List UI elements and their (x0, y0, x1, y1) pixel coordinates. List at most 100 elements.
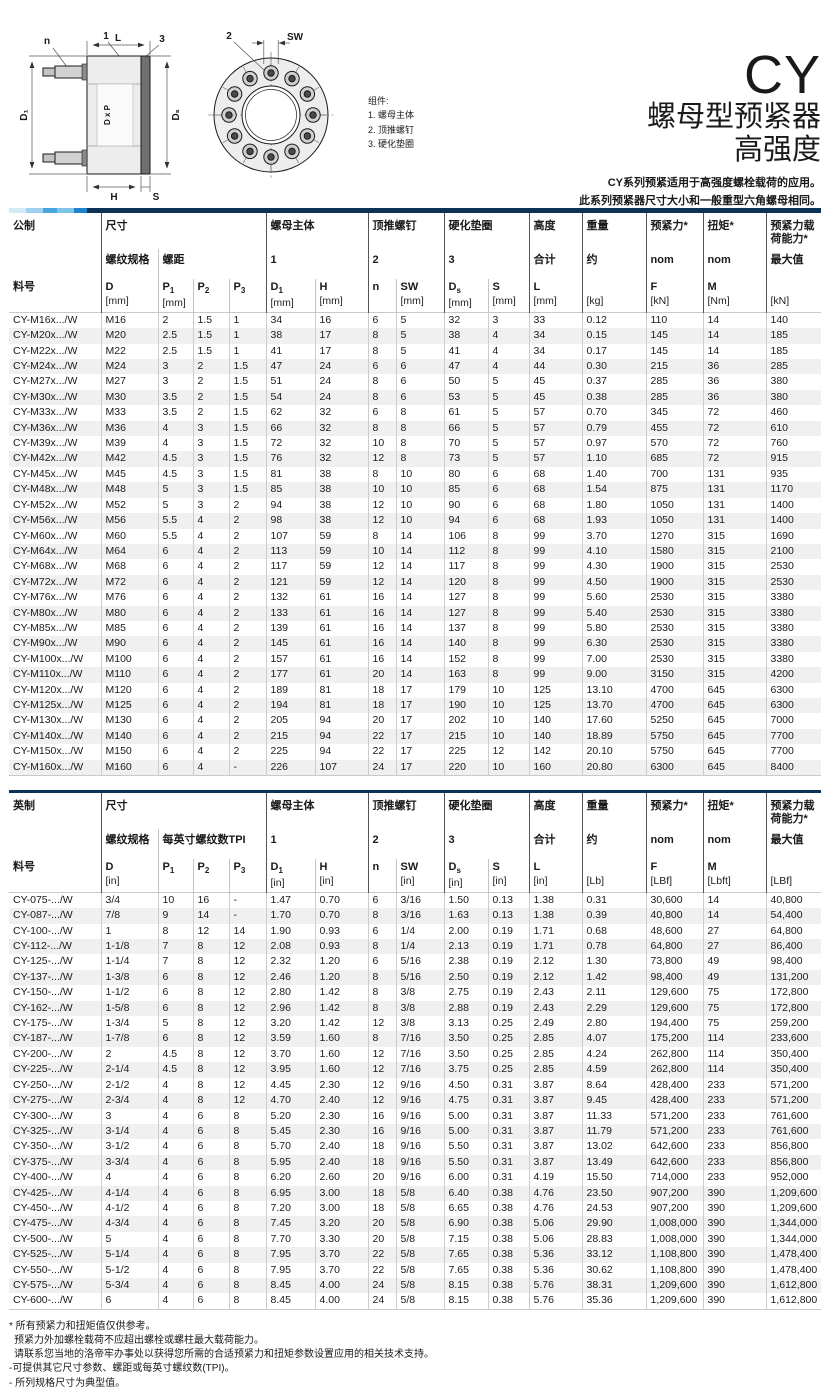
table-cell: 3/4 (100, 892, 158, 909)
table-cell: 4.19 (528, 1170, 582, 1186)
table-cell: 1-3/4 (100, 1016, 158, 1032)
column-header: S [in] (487, 858, 529, 893)
table-cell: 179 (443, 682, 488, 698)
table-cell: 315 (702, 636, 766, 652)
table-cell: 1/4 (395, 923, 444, 940)
table-cell: 194,400 (645, 1016, 703, 1032)
subgroup-header-row: 螺纹规格 每英寸螺纹数TPI 1 2 3 合计 约 nom nom 最大值 (9, 828, 821, 859)
table-cell: 2.96 (265, 1000, 315, 1017)
table-cell: 2530 (645, 636, 703, 652)
table-cell: 8 (228, 1216, 266, 1232)
table-cell: 131 (702, 466, 766, 483)
table-cell: 66 (265, 420, 315, 437)
table-cell: 99 (528, 667, 582, 683)
subgroup-header: 每英寸螺纹数TPI (157, 828, 266, 859)
table-cell: 8 (367, 374, 396, 390)
table-cell: 455 (645, 420, 703, 437)
table-cell: 3 (157, 374, 193, 390)
table-cell: 14 (395, 605, 444, 621)
bolt-tick (295, 158, 300, 164)
table-cell: 0.31 (581, 892, 646, 909)
table-cell: 1.70 (265, 908, 315, 924)
table-cell: 17 (314, 328, 368, 344)
table-cell: 642,600 (645, 1139, 703, 1155)
table-cell: 28.83 (581, 1231, 646, 1248)
table-cell: 22 (367, 744, 396, 760)
table-row: CY-M56x.../W M56 5.5 4 2 98 38 12 10 94 6 68 1.93 105… (9, 513, 821, 529)
table-cell: 2-3/4 (100, 1093, 158, 1109)
table-cell: 8 (487, 543, 529, 560)
bolt-tick (295, 66, 300, 72)
table-cell: 8 (367, 389, 396, 406)
table-cell: CY-475-.../W (13, 1217, 73, 1230)
table-cell: CY-M100x.../W (13, 652, 84, 665)
table-cell: 40,800 (765, 892, 821, 909)
table-cell: 2530 (645, 651, 703, 668)
table-cell: 3.50 (443, 1046, 488, 1063)
table-cell: 6 (157, 744, 193, 760)
table-cell: 2.75 (443, 985, 488, 1001)
group-header: 英制 (13, 800, 35, 812)
table-cell: 44 (528, 359, 582, 375)
table-cell: 107 (265, 528, 315, 544)
table-cell: 8 (228, 1231, 266, 1248)
table-cell: CY-M16x.../W (13, 313, 78, 326)
table-cell: 4 (487, 343, 529, 360)
table-cell: 2.08 (265, 939, 315, 955)
table-cell: M150 (100, 744, 158, 760)
table-cell: 5.45 (265, 1123, 315, 1140)
table-cell: M140 (100, 728, 158, 745)
jackbolt-socket (267, 153, 275, 161)
table-cell: 142 (528, 744, 582, 760)
table-cell: 14 (702, 328, 766, 344)
table-row: CY-M100x.../W M100 6 4 2 157 61 16 14 152 8 99 7.00 2… (9, 651, 821, 668)
footnote-line: * 所有预紧力和扭矩值仅供参考。 (9, 1320, 156, 1332)
table-cell: 645 (702, 759, 766, 776)
subgroup-header-row: 螺纹规格 螺距 1 2 3 合计 约 nom nom 最大值 (9, 248, 821, 279)
group-header: 螺母主体 (265, 793, 368, 829)
table-cell: 8 (367, 1031, 396, 1047)
table-cell: 1-3/8 (100, 969, 158, 986)
table-cell: CY-M110x.../W (13, 668, 83, 681)
table-cell: CY-M60x.../W (13, 529, 78, 542)
table-cell: 9/16 (395, 1093, 444, 1109)
column-header: 料号 (13, 280, 35, 293)
table-cell: 4 (157, 1231, 193, 1248)
table-cell: M100 (100, 651, 158, 668)
table-cell: 4.5 (157, 466, 193, 483)
table-cell: CY-450-.../W (13, 1201, 73, 1214)
table-cell: 99 (528, 605, 582, 621)
table-cell: 4 (192, 543, 229, 560)
table-cell: 2530 (765, 574, 821, 591)
table-cell: 10 (487, 682, 529, 698)
table-cell: 215 (645, 359, 703, 375)
table-cell: 1,008,000 (645, 1216, 703, 1232)
table-cell: 0.31 (487, 1077, 529, 1094)
table-row: CY-225-.../W 2-1/4 4.5 8 12 3.95 1.60 12 7/16 3.7… (9, 1062, 821, 1078)
group-header: 高度 (528, 793, 582, 829)
table-row: CY-M72x.../W M72 6 4 2 121 59 12 14 120 8 99 4.50 190… (9, 574, 821, 591)
table-cell: 5250 (645, 713, 703, 729)
table-cell: 140 (528, 728, 582, 745)
table-cell: 8 (487, 605, 529, 621)
table-cell: 3380 (765, 620, 821, 637)
table-cell: 8 (157, 923, 193, 940)
table-cell: 145 (645, 343, 703, 360)
table-cell: 7.00 (581, 651, 646, 668)
table-row: CY-200-.../W 2 4.5 8 12 3.70 1.60 12 7/16 3.50 0.2… (9, 1046, 821, 1063)
table-cell: 5 (487, 420, 529, 437)
table-cell: 81 (314, 682, 368, 698)
table-cell: 4 (487, 359, 529, 375)
table-cell: 9/16 (395, 1123, 444, 1140)
table-cell: M48 (100, 482, 158, 498)
table-cell: 6 (192, 1123, 229, 1140)
table-cell: 17 (395, 682, 444, 698)
table-cell: 4 (100, 1170, 158, 1186)
table-cell: 8 (192, 954, 229, 970)
table-cell: M52 (100, 497, 158, 514)
table-cell: 390 (702, 1293, 766, 1310)
column-header: D [in] (100, 858, 158, 893)
table-row: CY-M110x.../W M110 6 4 2 177 61 20 14 163 8 99 9.00 3… (9, 667, 821, 683)
table-cell: 90 (443, 497, 488, 514)
